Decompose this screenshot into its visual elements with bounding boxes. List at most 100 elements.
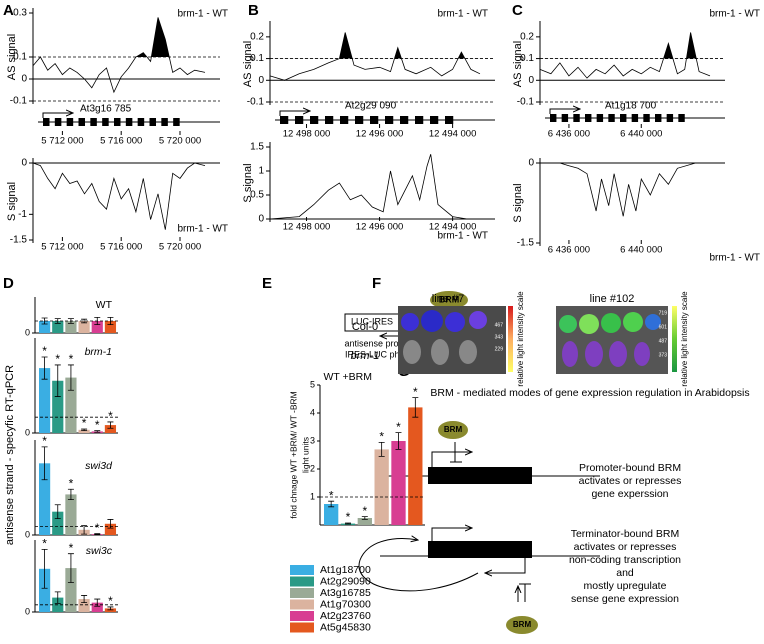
significance-marker: * [329,488,334,502]
diagram-text: and [616,567,634,579]
y-tick-label: 0.2 [250,31,264,42]
exon [620,114,627,122]
exon [573,114,580,122]
x-tick-label: 12 498 000 [283,222,331,233]
significance-marker: * [95,521,100,535]
axis-title: AS signal [512,41,524,87]
error-bar [67,488,74,500]
error-bar [81,428,88,432]
bar [324,504,339,525]
y-tick-label: 0 [528,158,534,169]
y-tick-label: 2 [310,463,315,473]
y-tick-label: 0 [25,606,30,616]
exon [125,118,133,126]
bar [408,407,423,525]
exon [54,118,62,126]
exon [325,116,334,124]
y-tick-label: 1 [310,491,315,501]
signal-line [540,162,710,217]
legend-label: At1g70300 [320,598,371,610]
x-tick-label: 5 720 000 [159,242,201,253]
y-tick-label: 0 [258,214,264,225]
axis-title: fold chnage WT +BRM/ WT -BRM [288,391,298,518]
exon [415,116,424,124]
error-bar [107,421,114,429]
exon [114,118,121,126]
significance-marker: * [95,418,100,432]
series-label: brm-1 - WT [709,253,760,264]
significance-marker: * [362,504,367,518]
tss-arrow [42,113,73,118]
luminescence-images: line #7 line #102 Col-0 brm-1 relative l… [351,291,689,387]
brm-protein [430,291,468,309]
scale-label: relative light intensity scale [516,291,525,387]
legend-swatch [290,611,314,621]
scale-tick-label: 487 [659,338,668,344]
y-tick-label: 0 [21,74,27,85]
significance-marker: * [396,420,401,434]
x-tick-label: 12 498 000 [283,129,331,140]
significance-marker: * [42,434,47,448]
bar [52,380,64,433]
significance-marker: * [69,476,74,490]
y-tick-label: 0.1 [250,53,264,64]
exon [43,118,50,126]
panel-label: E [262,275,272,292]
error-bar [81,525,88,535]
diagram-text: Terminator-bound BRM [571,528,680,540]
error-bar [41,548,48,589]
construct-label: LUC-IRES [351,316,393,326]
error-bar [94,533,101,535]
legend-label: At1g18700 [320,564,371,576]
legend-swatch [290,622,314,633]
caption: antisense promoter [344,338,421,348]
color-scale [672,306,677,372]
protein-label: BRM [444,425,463,434]
exon [643,114,650,122]
y-tick-label: 0.2 [520,31,534,42]
y-tick-label: 0 [25,529,30,539]
y-tick-label: 5 [310,379,315,389]
diagram-text: sense gene expression [571,593,679,605]
x-tick-label: 6 440 000 [620,245,662,256]
gene-label: At2g29 090 [345,101,397,112]
legend-label: At2g23760 [320,610,371,622]
bar [39,321,51,333]
exon [370,116,379,124]
legend-label: At3g16785 [320,587,371,599]
panel-label: B [248,2,259,19]
axis-title: S signal [512,183,524,222]
gene-label: At3g16 785 [80,104,132,115]
y-tick-label: 0.3 [13,8,27,19]
exon [678,114,685,122]
significance-marker: * [82,416,87,430]
panel-label: F [372,275,381,292]
axis-title: S signal [242,163,254,202]
exon [310,116,319,124]
exon [78,118,86,126]
bar [91,602,103,612]
exon [655,114,662,122]
signal-line [539,32,711,79]
error-bar [328,500,335,508]
scale-tick-label: 719 [659,310,668,316]
error-bar [412,397,419,418]
exon [631,114,639,122]
bar [52,321,64,333]
diagram-text: gene experssion [591,488,668,500]
y-tick-label: 0.1 [520,53,534,64]
x-tick-label: 5 716 000 [100,136,142,147]
significance-marker: * [42,344,47,358]
series-label: brm-1 - WT [709,9,760,20]
protein-label: BRM [513,620,532,629]
error-bar [81,595,88,604]
exon [355,116,364,124]
error-bar [81,318,88,324]
tss-arrow [279,111,310,116]
peak-fill [540,32,710,59]
axis-title: antisense strand - specyfic RT-qPCR [4,365,16,545]
signal-line [269,154,480,220]
exon [385,116,394,124]
construct-schematic: BRM LUC-IRES antisense promoter IRES-LUC… [344,291,468,359]
